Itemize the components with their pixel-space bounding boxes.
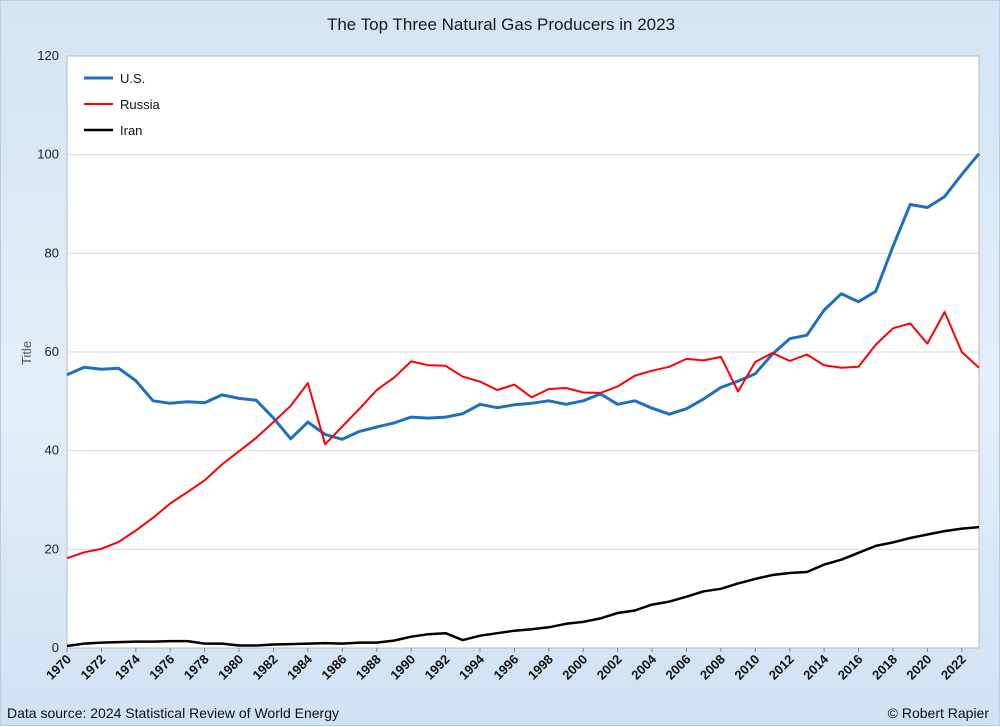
- x-tick-label: 1982: [250, 652, 281, 683]
- legend-label: U.S.: [120, 71, 145, 86]
- x-tick-label: 2006: [663, 652, 694, 683]
- x-tick-label: 2000: [559, 652, 590, 683]
- series-lines: [66, 152, 981, 648]
- x-tick-label: 1990: [387, 652, 418, 683]
- x-tick-label: 1984: [284, 651, 316, 683]
- x-tick-label: 2008: [697, 652, 728, 683]
- y-tick-label: 100: [37, 147, 59, 162]
- legend: U.S. Russia Iran: [84, 71, 161, 138]
- x-tick-label: 1974: [112, 651, 144, 683]
- x-tick-label: 2016: [835, 652, 866, 683]
- x-tick-label: 2004: [628, 651, 660, 683]
- x-tick-label: 1988: [353, 652, 384, 683]
- y-axis-title: Title: [19, 341, 34, 365]
- x-tick-label: 1992: [422, 652, 453, 683]
- x-tick-label: 1978: [181, 652, 212, 683]
- legend-label: Russia: [120, 97, 161, 112]
- copyright-credit: © Robert Rapier: [888, 705, 990, 721]
- x-tick-label: 1998: [525, 652, 556, 683]
- y-tick-label: 120: [37, 48, 59, 63]
- data-source-note: Data source: 2024 Statistical Review of …: [7, 705, 339, 721]
- gridlines: [67, 154, 979, 550]
- x-tick-label: 1970: [43, 652, 74, 683]
- y-tick-label: 20: [45, 541, 59, 556]
- legend-label: Iran: [120, 123, 142, 138]
- y-axis-ticks: 0 20 40 60 80 100 120: [37, 48, 59, 655]
- y-tick-label: 60: [45, 344, 59, 359]
- x-tick-label: 2012: [766, 652, 797, 683]
- x-tick-label: 2010: [731, 652, 762, 683]
- x-tick-label: 2002: [594, 652, 625, 683]
- x-tick-label: 2020: [903, 652, 934, 683]
- x-tick-label: 1994: [456, 651, 488, 683]
- x-tick-label: 2018: [869, 652, 900, 683]
- chart-title: The Top Three Natural Gas Producers in 2…: [327, 15, 675, 34]
- x-tick-label: 1996: [490, 652, 521, 683]
- y-tick-label: 0: [52, 640, 59, 655]
- x-tick-label: 1976: [146, 652, 177, 683]
- x-tick-label: 1972: [77, 652, 108, 683]
- x-tick-label: 2014: [800, 651, 832, 683]
- y-tick-label: 40: [45, 443, 59, 458]
- series-line-us: [66, 152, 981, 441]
- x-axis-ticks: 1970 1972 1974 1976 1978 1980 1982 1984 1986 1988…: [43, 648, 969, 683]
- y-tick-label: 80: [45, 245, 59, 260]
- series-line-russia: [66, 311, 980, 560]
- x-tick-label: 1986: [318, 652, 349, 683]
- x-tick-label: 2022: [938, 652, 969, 683]
- x-tick-label: 1980: [215, 652, 246, 683]
- series-line-iran: [66, 525, 980, 648]
